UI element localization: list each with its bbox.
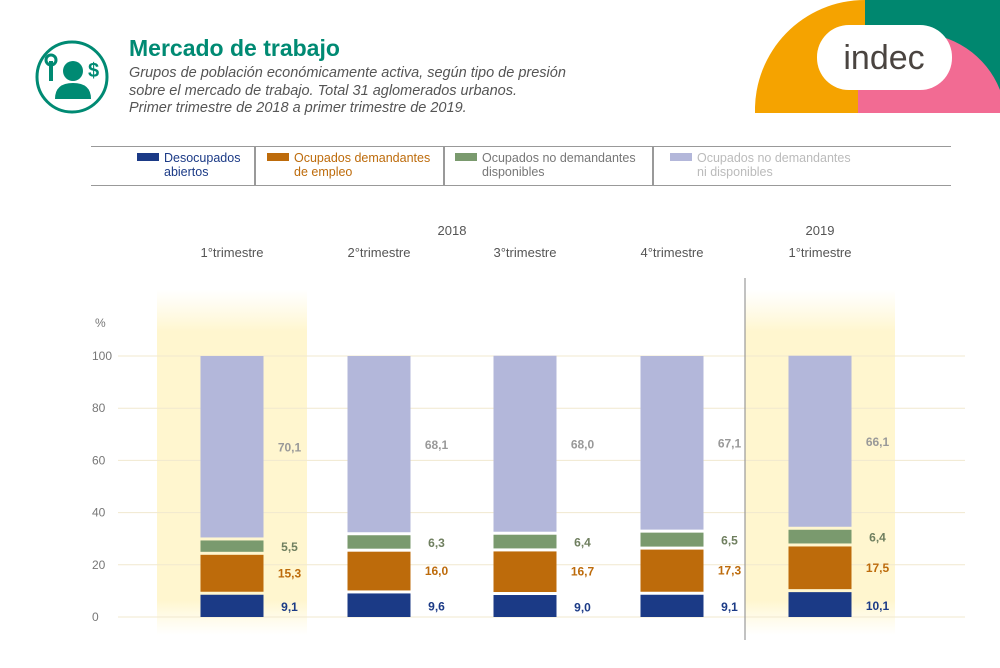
bar-segment [640,594,704,617]
bar-segment [347,551,411,591]
x-tick-label: 3°trimestre [494,245,557,260]
data-label: 9,1 [721,600,738,614]
y-tick-label: 80 [92,401,106,415]
y-tick-label: 0 [92,610,99,624]
data-label: 5,5 [281,540,298,554]
chart-legend: Desocupados abiertos Ocupados demandantes… [91,146,951,186]
y-axis-label: % [95,316,106,330]
bar-segment [788,592,852,617]
year-label: 2018 [438,223,467,238]
data-label: 10,1 [866,599,890,613]
data-label: 66,1 [866,435,890,449]
year-label: 2019 [806,223,835,238]
bar-segment [200,594,264,617]
data-label: 68,1 [425,438,449,452]
data-label: 16,7 [571,565,595,579]
bar-segment [493,551,557,593]
bar-segment [200,554,264,592]
y-tick-label: 20 [92,558,106,572]
legend-label: Ocupados no demandantes [697,151,851,165]
x-tick-label: 1°trimestre [789,245,852,260]
bar-segment [640,356,704,530]
bar-segment [493,534,557,549]
data-label: 6,4 [574,536,591,550]
svg-text:$: $ [88,60,99,82]
subtitle-line: sobre el mercado de trabajo. Total 31 ag… [129,82,517,99]
bar-segment [640,532,704,547]
bar-segment [788,529,852,544]
data-label: 6,5 [721,534,738,548]
bar-segment [493,355,557,532]
bar-segment [788,355,852,527]
subtitle-line: Primer trimestre de 2018 a primer trimes… [129,100,467,116]
highlight-column [157,290,307,635]
highlight-column [745,290,895,635]
legend-label: Ocupados demandantes [294,151,431,165]
bar-segment [347,356,411,533]
legend-divider [254,147,256,185]
indec-logo: indec [755,0,1000,113]
data-label: 9,1 [281,600,298,614]
x-tick-label: 1°trimestre [201,245,264,260]
legend-label: abiertos [164,165,209,179]
data-label: 15,3 [278,566,302,580]
data-label: 17,5 [866,561,890,575]
labor-market-icon: $ [35,40,109,114]
legend-label: ni disponibles [697,165,773,179]
data-label: 16,0 [425,564,449,578]
data-label: 70,1 [278,440,302,454]
y-tick-label: 60 [92,453,106,467]
bar-segment [640,549,704,592]
bar-segment [493,595,557,617]
data-label: 68,0 [571,437,595,451]
data-label: 9,0 [574,600,591,614]
x-tick-label: 2°trimestre [348,245,411,260]
logo-text: indec [843,39,924,77]
bar-segment [347,535,411,549]
y-tick-label: 40 [92,506,106,520]
data-label: 67,1 [718,437,742,451]
legend-label: Ocupados no demandantes [482,151,636,165]
legend-swatch [670,153,692,161]
bar-segment [200,356,264,538]
page-subtitle: Grupos de población económicamente activ… [129,65,609,118]
legend-item-no-dem-disp: Ocupados no demandantes disponibles [445,147,653,185]
legend-swatch [267,153,289,161]
legend-swatch [137,153,159,161]
page-title: Mercado de trabajo [129,35,340,61]
legend-divider [652,147,654,185]
data-label: 17,3 [718,564,742,578]
data-label: 9,6 [428,599,445,613]
legend-item-demandantes: Ocupados demandantes de empleo [256,147,444,185]
legend-label: Desocupados [164,151,241,165]
subtitle-line: Grupos de población económicamente activ… [129,65,566,81]
x-tick-label: 4°trimestre [641,245,704,260]
legend-swatch [455,153,477,161]
bar-segment [788,546,852,590]
legend-item-desocupados: Desocupados abiertos [91,147,254,185]
legend-item-no-dem-no-disp: Ocupados no demandantes ni disponibles [654,147,944,185]
legend-label: disponibles [482,165,545,179]
bar-segment [347,593,411,617]
legend-divider [443,147,445,185]
legend-label: de empleo [294,165,353,179]
bar-segment [200,540,264,552]
y-tick-label: 100 [92,349,112,363]
data-label: 6,4 [869,531,886,545]
data-label: 6,3 [428,536,445,550]
